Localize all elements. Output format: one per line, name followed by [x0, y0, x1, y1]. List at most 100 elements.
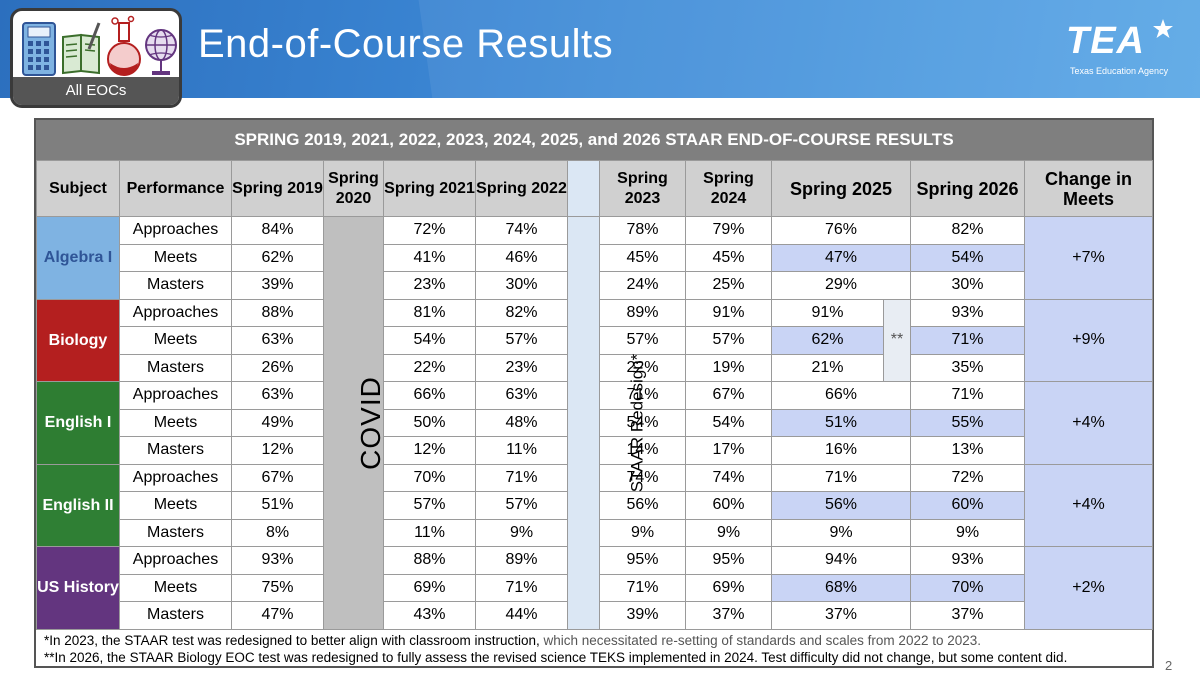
cell-2025: 94%: [770, 546, 912, 575]
cell-2024: 91%: [685, 298, 772, 327]
cell-2026: 70%: [910, 573, 1026, 602]
staar-redesign-label: STAAR Redesign*: [627, 353, 647, 493]
cell-2025: 21%: [771, 353, 884, 382]
cell-2026: 55%: [910, 408, 1026, 437]
cell-2025: 68%: [770, 573, 912, 602]
cell-2025: 62%: [771, 326, 884, 355]
star-icon: [1153, 19, 1173, 38]
cell-2024: 69%: [685, 573, 772, 602]
cell-2026: 54%: [910, 243, 1026, 272]
col-header-spring2026: Spring 2026: [910, 160, 1026, 217]
covid-column: COVID: [323, 216, 386, 630]
col-header-spring2023: Spring 2023: [599, 160, 686, 217]
perf-label: Masters: [119, 353, 232, 382]
staar-redesign-column: STAAR Redesign*: [567, 216, 646, 630]
cell-2021: 72%: [383, 216, 476, 245]
cell-2025: 91%: [771, 298, 884, 327]
table-row: English II Approaches 67% 70% 71% 74% 74…: [36, 463, 1154, 547]
cell-2024: 79%: [685, 216, 772, 245]
cell-2026: 72%: [910, 463, 1026, 492]
header-row: Subject Performance Spring 2019 Spring 2…: [36, 160, 1154, 217]
cell-2019: 47%: [231, 601, 324, 630]
cell-2022: 46%: [475, 243, 568, 272]
cell-2025: 76%: [770, 216, 912, 245]
cell-2021: 41%: [383, 243, 476, 272]
perf-label: Meets: [119, 573, 232, 602]
cell-2022: 11%: [475, 436, 568, 465]
table-row: Masters 47% 43% 44% 39% 37% 37% 37%: [37, 601, 1153, 630]
globe-icon: [145, 29, 177, 75]
badge-label: All EOCs: [13, 77, 179, 105]
cell-2026: 13%: [910, 436, 1026, 465]
perf-label: Approaches: [119, 463, 232, 492]
perf-label: Masters: [119, 518, 232, 547]
cell-2024: 45%: [685, 243, 772, 272]
cell-2021: 57%: [383, 491, 476, 520]
all-eocs-badge: All EOCs: [10, 8, 182, 108]
book-icon: [62, 22, 101, 75]
cell-2023: 89%: [599, 298, 686, 327]
cell-2019: 93%: [231, 546, 324, 575]
cell-2025: 71%: [770, 463, 912, 492]
cell-2022: 48%: [475, 408, 568, 437]
cell-2019: 63%: [231, 381, 324, 410]
cell-2022: 57%: [475, 326, 568, 355]
change-biology: +9%: [1024, 298, 1154, 382]
col-header-spring2024: Spring 2024: [685, 160, 772, 217]
cell-2019: 49%: [231, 408, 324, 437]
cell-2024: 37%: [685, 601, 772, 630]
cell-2021: 54%: [383, 326, 476, 355]
cell-2021: 88%: [383, 546, 476, 575]
cell-2024: 9%: [685, 518, 772, 547]
cell-2021: 22%: [383, 353, 476, 382]
cell-2026: 93%: [910, 546, 1026, 575]
cell-2025: 37%: [770, 601, 912, 630]
cell-2022: 57%: [475, 491, 568, 520]
table-row: Meets 62% 41% 46% 45% 45% 47% 54%: [37, 243, 1153, 272]
tea-logo-subtitle: Texas Education Agency: [1070, 66, 1169, 76]
footnote-2: **In 2026, the STAAR Biology EOC test wa…: [44, 650, 1068, 665]
col-header-spring2019: Spring 2019: [231, 160, 324, 217]
cell-2022: 9%: [475, 518, 568, 547]
cell-2023: 24%: [599, 271, 686, 300]
cell-2023: 95%: [599, 546, 686, 575]
change-us-history: +2%: [1024, 546, 1154, 630]
cell-2023: 57%: [599, 326, 686, 355]
cell-2019: 51%: [231, 491, 324, 520]
cell-2025: 47%: [770, 243, 912, 272]
cell-2019: 12%: [231, 436, 324, 465]
cell-2025: 16%: [770, 436, 912, 465]
cell-2021: 69%: [383, 573, 476, 602]
table-row: Algebra I Approaches 84% COVID 72% 74% S…: [36, 216, 1154, 630]
cell-2021: 43%: [383, 601, 476, 630]
cell-2022: 23%: [475, 353, 568, 382]
cell-2023: 71%: [599, 573, 686, 602]
cell-2019: 88%: [231, 298, 324, 327]
cell-2026: 71%: [910, 326, 1026, 355]
cell-2026: 37%: [910, 601, 1026, 630]
table-title: SPRING 2019, 2021, 2022, 2023, 2024, 202…: [36, 120, 1152, 160]
subject-algebra-i: Algebra I: [36, 216, 120, 300]
subject-us-history: US History: [36, 546, 120, 630]
cell-2019: 75%: [231, 573, 324, 602]
tea-logo-word: TEA: [1066, 20, 1145, 62]
col-header-redesign: [567, 160, 600, 217]
col-header-spring2022: Spring 2022: [475, 160, 568, 217]
cell-2021: 11%: [383, 518, 476, 547]
cell-2026: 35%: [910, 353, 1026, 382]
col-header-spring2021: Spring 2021: [383, 160, 476, 217]
table-row: Masters 12% 12% 11% 14% 17% 16% 13%: [37, 436, 1153, 465]
cell-2026: 93%: [910, 298, 1026, 327]
cell-2023: 9%: [599, 518, 686, 547]
cell-2019: 63%: [231, 326, 324, 355]
footnote-1-main: *In 2023, the STAAR test was redesigned …: [44, 633, 540, 648]
cell-2022: 44%: [475, 601, 568, 630]
cell-2022: 74%: [475, 216, 568, 245]
page-number: 2: [1165, 658, 1173, 673]
biology-note: **: [882, 298, 912, 382]
change-english-ii: +4%: [1024, 463, 1154, 547]
cell-2019: 8%: [231, 518, 324, 547]
perf-label: Meets: [119, 491, 232, 520]
cell-2025: 56%: [770, 491, 912, 520]
cell-2019: 84%: [231, 216, 324, 245]
